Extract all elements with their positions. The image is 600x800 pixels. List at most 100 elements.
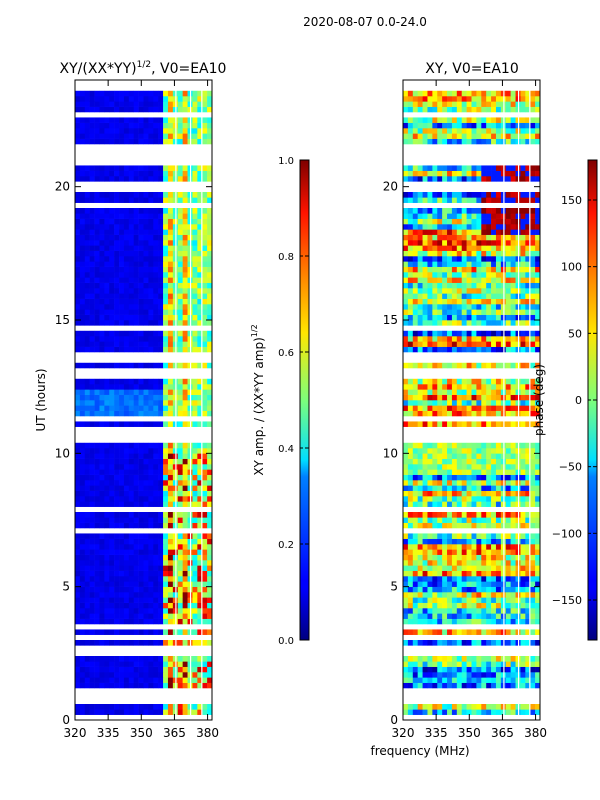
heatmap-cell [153, 586, 159, 593]
heatmap-cell [123, 661, 130, 667]
heatmap-cell [192, 613, 198, 619]
heatmap-cell [403, 298, 409, 305]
heatmap-cell [520, 272, 526, 278]
heatmap-cell [148, 362, 154, 369]
heatmap-cell [437, 469, 443, 475]
heatmap-cell [148, 533, 154, 539]
heatmap-cell [192, 576, 198, 582]
heatmap-cell [119, 192, 125, 198]
heatmap-cell [481, 586, 487, 593]
heatmap-cell [114, 288, 120, 294]
heatmap-cell [89, 176, 95, 182]
heatmap-cell [525, 629, 531, 635]
heatmap-cell [197, 208, 203, 214]
heatmap-cell [163, 101, 169, 107]
heatmap-cell [182, 256, 188, 262]
heatmap-cell [412, 458, 418, 465]
heatmap-cell [133, 400, 139, 406]
heatmap-cell [207, 138, 213, 145]
heatmap-cell [481, 560, 487, 566]
heatmap-cell [192, 597, 198, 603]
heatmap-cell [437, 592, 443, 598]
heatmap-cell [109, 672, 115, 678]
heatmap-cell [84, 682, 90, 689]
heatmap-cell [84, 453, 90, 459]
heatmap-cell [456, 704, 463, 710]
heatmap-cell [104, 346, 110, 353]
heatmap-cell [207, 453, 213, 459]
heatmap-cell [119, 586, 125, 593]
heatmap-cell [114, 581, 120, 587]
heatmap-cell [89, 224, 95, 230]
heatmap-cell [437, 565, 443, 571]
heatmap-cell [109, 288, 115, 294]
heatmap-cell [109, 394, 115, 401]
heatmap-cell [456, 330, 463, 337]
heatmap-cell [114, 176, 120, 182]
heatmap-cell [177, 661, 183, 667]
heatmap-cell [153, 346, 159, 353]
heatmap-cell [128, 560, 135, 566]
heatmap-cell [177, 234, 183, 241]
heatmap-cell [197, 581, 203, 587]
heatmap-cell [75, 613, 81, 619]
heatmap-cell [535, 469, 541, 475]
heatmap-cell [119, 405, 125, 411]
heatmap-cell [495, 682, 502, 689]
heatmap-cell [182, 442, 188, 449]
heatmap-cell [412, 464, 418, 470]
heatmap-cell [104, 170, 110, 177]
heatmap-cell [486, 330, 492, 337]
heatmap-cell [202, 517, 208, 523]
heatmap-cell [412, 208, 418, 214]
heatmap-cell [447, 613, 453, 619]
heatmap-cell [94, 176, 100, 182]
heatmap-cell [163, 250, 169, 257]
heatmap-cell [79, 704, 86, 710]
heatmap-cell [148, 389, 154, 395]
heatmap-cell [94, 389, 100, 395]
heatmap-cell [432, 544, 438, 550]
heatmap-cell [104, 128, 110, 134]
heatmap-cell [119, 224, 125, 230]
heatmap-cell [520, 245, 526, 251]
heatmap-cell [403, 389, 409, 395]
heatmap-cell [535, 490, 541, 497]
heatmap-cell [75, 170, 81, 177]
heatmap-cell [133, 410, 139, 417]
heatmap-cell [407, 538, 414, 545]
heatmap-cell [197, 640, 203, 646]
heatmap-cell [486, 197, 492, 203]
heatmap-cell [466, 282, 472, 289]
heatmap-cell [202, 277, 208, 283]
heatmap-cell [114, 208, 120, 214]
heatmap-cell [192, 90, 198, 97]
heatmap-cell [163, 320, 169, 326]
heatmap-cell [94, 336, 100, 342]
heatmap-cell [202, 549, 208, 555]
heatmap-cell [84, 597, 90, 603]
heatmap-cell [114, 656, 120, 662]
heatmap-cell [491, 176, 497, 182]
heatmap-cell [207, 677, 213, 683]
heatmap-cell [104, 581, 110, 587]
heatmap-cell [128, 629, 135, 635]
heatmap-cell [128, 544, 135, 550]
heatmap-cell [114, 197, 120, 203]
heatmap-cell [192, 282, 198, 289]
heatmap-cell [432, 314, 438, 321]
heatmap-cell [138, 666, 144, 673]
heatmap-cell [417, 576, 423, 582]
heatmap-cell [510, 533, 516, 539]
heatmap-cell [202, 106, 208, 113]
heatmap-cell [471, 362, 477, 369]
heatmap-cell [481, 170, 487, 177]
heatmap-cell [167, 256, 174, 262]
heatmap-cell [163, 298, 169, 305]
heatmap-cell [451, 224, 458, 230]
heatmap-cell [510, 261, 516, 267]
heatmap-cell [491, 277, 497, 283]
heatmap-cell [412, 341, 418, 347]
heatmap-cell [491, 261, 497, 267]
heatmap-cell [427, 288, 433, 294]
